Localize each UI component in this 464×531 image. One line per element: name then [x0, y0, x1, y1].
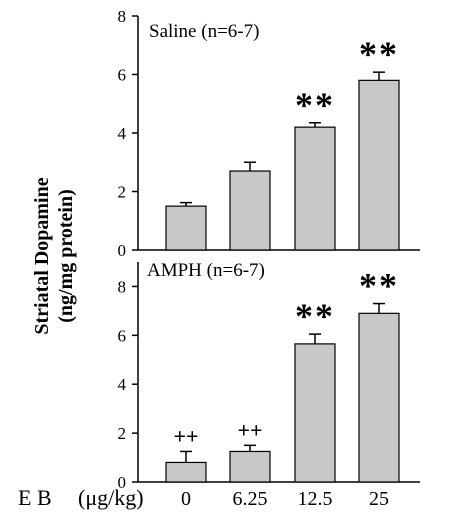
amph-significance-2: ** — [295, 296, 335, 336]
saline-bar-3 — [358, 79, 400, 251]
amph-y-tick-label: 8 — [118, 277, 127, 296]
saline-panel-title: Saline (n=6-7) — [149, 21, 259, 42]
x-axis-label-name: E B — [18, 485, 52, 510]
saline-panel: 0 2 4 6 8 Saline (n=6-7) ** ** — [118, 7, 420, 260]
x-tick-label-0: 0 — [181, 488, 191, 510]
saline-significance-2: ** — [295, 85, 335, 125]
saline-y-tick-label: 8 — [118, 7, 127, 26]
amph-y-tick-label: 6 — [118, 326, 127, 345]
x-tick-label-3: 25 — [369, 488, 389, 510]
x-tick-label-2: 12.5 — [298, 488, 333, 510]
saline-y-tick-label: 2 — [118, 183, 127, 202]
saline-bar-1 — [229, 170, 271, 251]
amph-bar-1 — [229, 450, 271, 483]
amph-significance-1: ++ — [237, 417, 262, 442]
saline-bar-2 — [294, 126, 336, 251]
saline-significance-3: ** — [359, 34, 399, 74]
amph-bar-3 — [358, 312, 400, 483]
saline-y-tick-label: 0 — [118, 241, 127, 260]
saline-y-tick-label: 6 — [118, 66, 127, 85]
amph-significance-3: ** — [359, 266, 399, 306]
x-axis-label-unit: (μg/kg) — [78, 485, 144, 510]
x-axis-labels: E B (μg/kg) 0 6.25 12.5 25 — [18, 485, 389, 510]
amph-bar-0 — [165, 461, 207, 483]
amph-panel: 0 2 4 6 8 AMPH (n=6-7) ++ ++ ** ** — [118, 260, 420, 492]
saline-y-tick-label: 4 — [118, 124, 127, 143]
amph-panel-title: AMPH (n=6-7) — [147, 260, 265, 281]
amph-y-tick-label: 2 — [118, 424, 127, 443]
saline-bar-0 — [165, 205, 207, 251]
amph-y-tick-label: 0 — [118, 473, 127, 492]
amph-significance-0: ++ — [173, 423, 198, 448]
x-tick-label-1: 6.25 — [233, 488, 268, 510]
amph-y-tick-label: 4 — [118, 375, 127, 394]
amph-bar-2 — [294, 343, 336, 483]
